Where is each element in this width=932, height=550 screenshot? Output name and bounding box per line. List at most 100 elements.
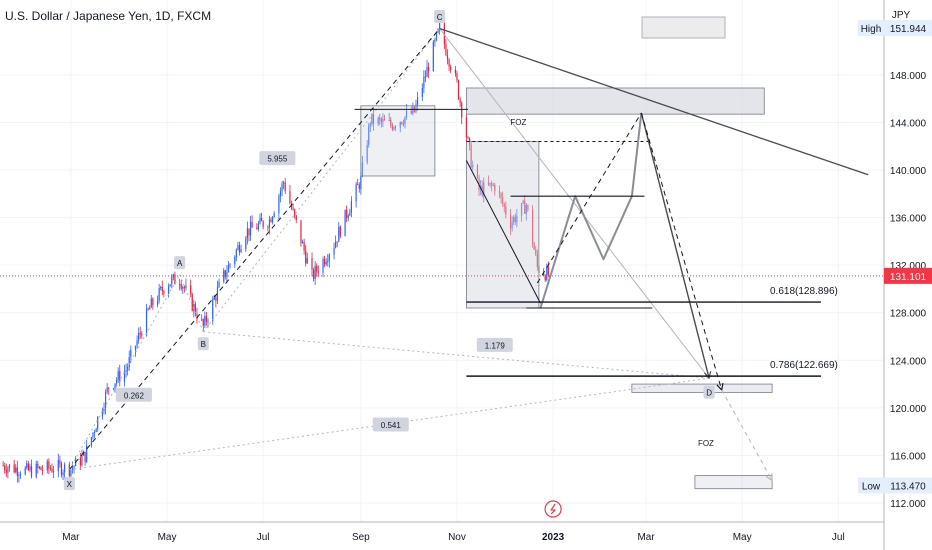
candle-body-59: [130, 349, 132, 358]
candle-body-122: [270, 219, 272, 223]
candle-body-227: [502, 197, 504, 204]
candle-body-140: [311, 258, 313, 270]
candle-body-131: [290, 203, 293, 209]
candle-body-239: [527, 204, 529, 210]
event-flash-bolt: [550, 503, 556, 515]
candle-body-53: [117, 371, 119, 380]
candle-body-136: [301, 241, 304, 244]
candle-body-215: [476, 165, 479, 178]
candle-body-207: [457, 80, 460, 99]
candle-body-147: [325, 261, 327, 265]
point-label-d-bg: [703, 385, 715, 399]
candle-body-72: [160, 286, 162, 289]
candle-body-28: [62, 472, 64, 476]
candle-body-61: [136, 340, 138, 346]
candle-body-220: [487, 182, 490, 185]
candle-body-76: [169, 284, 171, 287]
candle-body-196: [434, 39, 436, 42]
candle-body-66: [147, 308, 149, 310]
candle-body-214: [472, 165, 474, 168]
candle-body-31: [70, 469, 72, 476]
candle-body-45: [101, 410, 104, 417]
low-tag-value: 113.470: [890, 481, 926, 492]
candle-body-126: [279, 190, 282, 196]
candle-body-6: [15, 467, 17, 473]
candle-body-87: [193, 304, 195, 311]
candle-body-62: [138, 332, 140, 341]
candle-body-44: [97, 416, 99, 429]
candle-body-78: [172, 274, 174, 278]
candle-body-74: [163, 291, 165, 294]
candle-body-101: [224, 270, 226, 278]
candle-body-184: [405, 110, 408, 117]
candle-body-210: [465, 117, 468, 138]
projected-drop-arrow: [704, 371, 712, 379]
candle-body-211: [467, 137, 469, 139]
candle-body-157: [347, 215, 349, 218]
point-label-a-bg: [174, 256, 186, 270]
candle-body-3: [7, 468, 9, 473]
candle-body-11: [26, 463, 28, 468]
candle-body-20: [46, 461, 48, 471]
point-label-c-bg: [434, 10, 446, 24]
projected-drop-solid: [640, 112, 710, 379]
candle-body-148: [327, 260, 329, 262]
candle-body-145: [322, 259, 324, 273]
candle-body-104: [229, 264, 231, 266]
candle-body-124: [273, 213, 275, 218]
event-flash-icon: [544, 500, 562, 518]
candle-body-107: [237, 245, 239, 250]
candle-body-106: [235, 249, 237, 258]
candle-body-85: [190, 285, 192, 295]
candle-body-100: [223, 270, 225, 282]
candle-body-169: [372, 113, 375, 124]
candle-body-245: [543, 272, 545, 276]
candle-body-117: [259, 217, 261, 224]
candle-body-177: [391, 125, 393, 130]
candle-body-128: [283, 182, 285, 184]
candle-body-119: [262, 221, 264, 228]
candle-body-199: [439, 23, 441, 30]
candle-body-161: [357, 183, 359, 185]
time-axis-tick-label-1: May: [158, 532, 177, 543]
candle-body-129: [284, 182, 286, 191]
foz-label-1: FOZ: [698, 439, 714, 448]
candle-body-93: [205, 315, 208, 322]
candle-body-174: [383, 119, 386, 121]
time-axis-tick-label-7: May: [733, 532, 752, 543]
candle-body-41: [92, 432, 94, 438]
candle-body-77: [171, 277, 173, 285]
candle-body-37: [82, 451, 85, 456]
candle-body-185: [410, 110, 412, 114]
candle-body-176: [390, 120, 392, 126]
point-label-x-bg: [63, 477, 75, 491]
candle-body-246: [544, 275, 546, 281]
ratio-label-0-bg: [115, 387, 152, 402]
candle-body-116: [257, 223, 260, 230]
candle-body-151: [335, 241, 337, 248]
candle-body-114: [251, 221, 253, 228]
candle-body-180: [399, 122, 401, 128]
candle-body-155: [344, 209, 346, 237]
candle-body-9: [19, 474, 22, 476]
price-axis-tick-label-3: 124.000: [890, 356, 927, 367]
candle-body-150: [333, 247, 335, 255]
candle-body-121: [268, 219, 271, 228]
point-label-x: X: [67, 480, 73, 489]
candle-body-195: [432, 41, 434, 72]
point-label-a: A: [177, 259, 183, 268]
projected-path-solid: [539, 112, 643, 309]
low-tag-bg: [858, 477, 884, 494]
extended-target-arrow: [765, 473, 773, 481]
candle-body-27: [60, 463, 63, 476]
candle-body-0: [2, 464, 4, 466]
candle-body-63: [139, 332, 141, 334]
candle-body-206: [456, 73, 458, 81]
point-label-d: D: [706, 389, 712, 398]
candle-body-22: [49, 468, 52, 470]
candle-body-12: [27, 463, 29, 470]
candle-body-194: [428, 66, 430, 72]
candle-body-65: [145, 308, 148, 336]
